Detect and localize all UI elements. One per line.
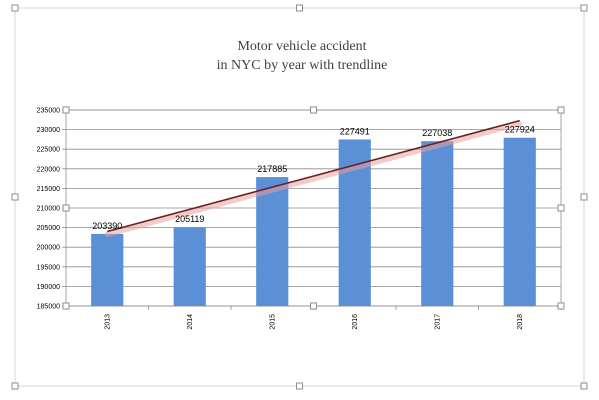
y-tick-label: 200000 — [37, 245, 60, 252]
y-tick-label: 225000 — [37, 147, 60, 154]
chart-resize-handle[interactable] — [296, 4, 303, 12]
y-tick-label: 185000 — [37, 304, 60, 311]
chart-resize-handle[interactable] — [580, 382, 588, 390]
bar[interactable] — [91, 233, 124, 306]
plot-resize-handle[interactable] — [557, 302, 565, 310]
chart-resize-handle[interactable] — [11, 382, 19, 390]
x-tick-label: 2015 — [269, 314, 276, 330]
y-tick-label: 220000 — [37, 166, 60, 173]
y-tick-label: 235000 — [37, 108, 60, 115]
chart-title-line-1: Motor vehicle accident — [237, 39, 366, 54]
y-tick-label: 190000 — [37, 284, 60, 291]
bar[interactable] — [503, 137, 536, 306]
plot-resize-handle[interactable] — [310, 106, 317, 114]
data-label: 227491 — [340, 126, 370, 136]
y-axis-tick-labels: 185000 190000 195000 200000 205000 210000 2150… — [37, 108, 60, 311]
plot-resize-handles[interactable] — [62, 106, 565, 310]
trendline-shadow — [104, 121, 523, 238]
chart-resize-handle[interactable] — [11, 4, 19, 12]
trendline-line[interactable] — [107, 119, 520, 233]
plot-resize-handle[interactable] — [62, 106, 70, 114]
y-tick-label: 230000 — [37, 127, 60, 134]
y-tick-label: 205000 — [37, 225, 60, 232]
chart-resize-handle[interactable] — [580, 193, 588, 201]
y-tick-label: 195000 — [37, 264, 60, 271]
chart-resize-handles[interactable] — [11, 4, 588, 390]
x-tick-label: 2013 — [104, 314, 111, 330]
chart-area-border — [14, 7, 585, 387]
bar[interactable] — [173, 227, 206, 306]
x-tick-label: 2014 — [187, 314, 194, 330]
y-tick-label: 215000 — [37, 186, 60, 193]
plot-area[interactable]: 203390 205119 217885 227491 227038 227924 185… — [37, 106, 565, 330]
plot-resize-handle[interactable] — [557, 106, 565, 114]
data-label: 227038 — [422, 128, 452, 138]
data-label: 203390 — [92, 221, 122, 231]
data-label: 217885 — [257, 164, 287, 174]
data-label: 227924 — [505, 125, 535, 135]
chart-resize-handle[interactable] — [11, 193, 19, 201]
chart-resize-handle[interactable] — [580, 4, 588, 12]
plot-resize-handle[interactable] — [62, 302, 70, 310]
chart-resize-handle[interactable] — [296, 382, 303, 390]
data-labels: 203390 205119 217885 227491 227038 227924 — [92, 125, 535, 231]
x-tick-label: 2018 — [517, 314, 524, 330]
data-label: 205119 — [175, 214, 204, 224]
x-tick-label: 2017 — [434, 314, 441, 330]
chart-title-line-2: in NYC by year with trendline — [217, 58, 388, 73]
bar[interactable] — [256, 177, 289, 306]
plot-resize-handle[interactable] — [62, 204, 70, 212]
bar[interactable] — [421, 141, 454, 306]
plot-resize-handle[interactable] — [310, 302, 317, 310]
plot-resize-handle[interactable] — [557, 204, 565, 212]
x-axis-tick-labels: 2013 2014 2015 2016 2017 2018 — [104, 314, 524, 330]
y-tick-label: 210000 — [37, 206, 60, 213]
bar-series[interactable] — [91, 137, 536, 306]
x-tick-label: 2016 — [352, 314, 359, 330]
trendline[interactable] — [104, 119, 523, 238]
